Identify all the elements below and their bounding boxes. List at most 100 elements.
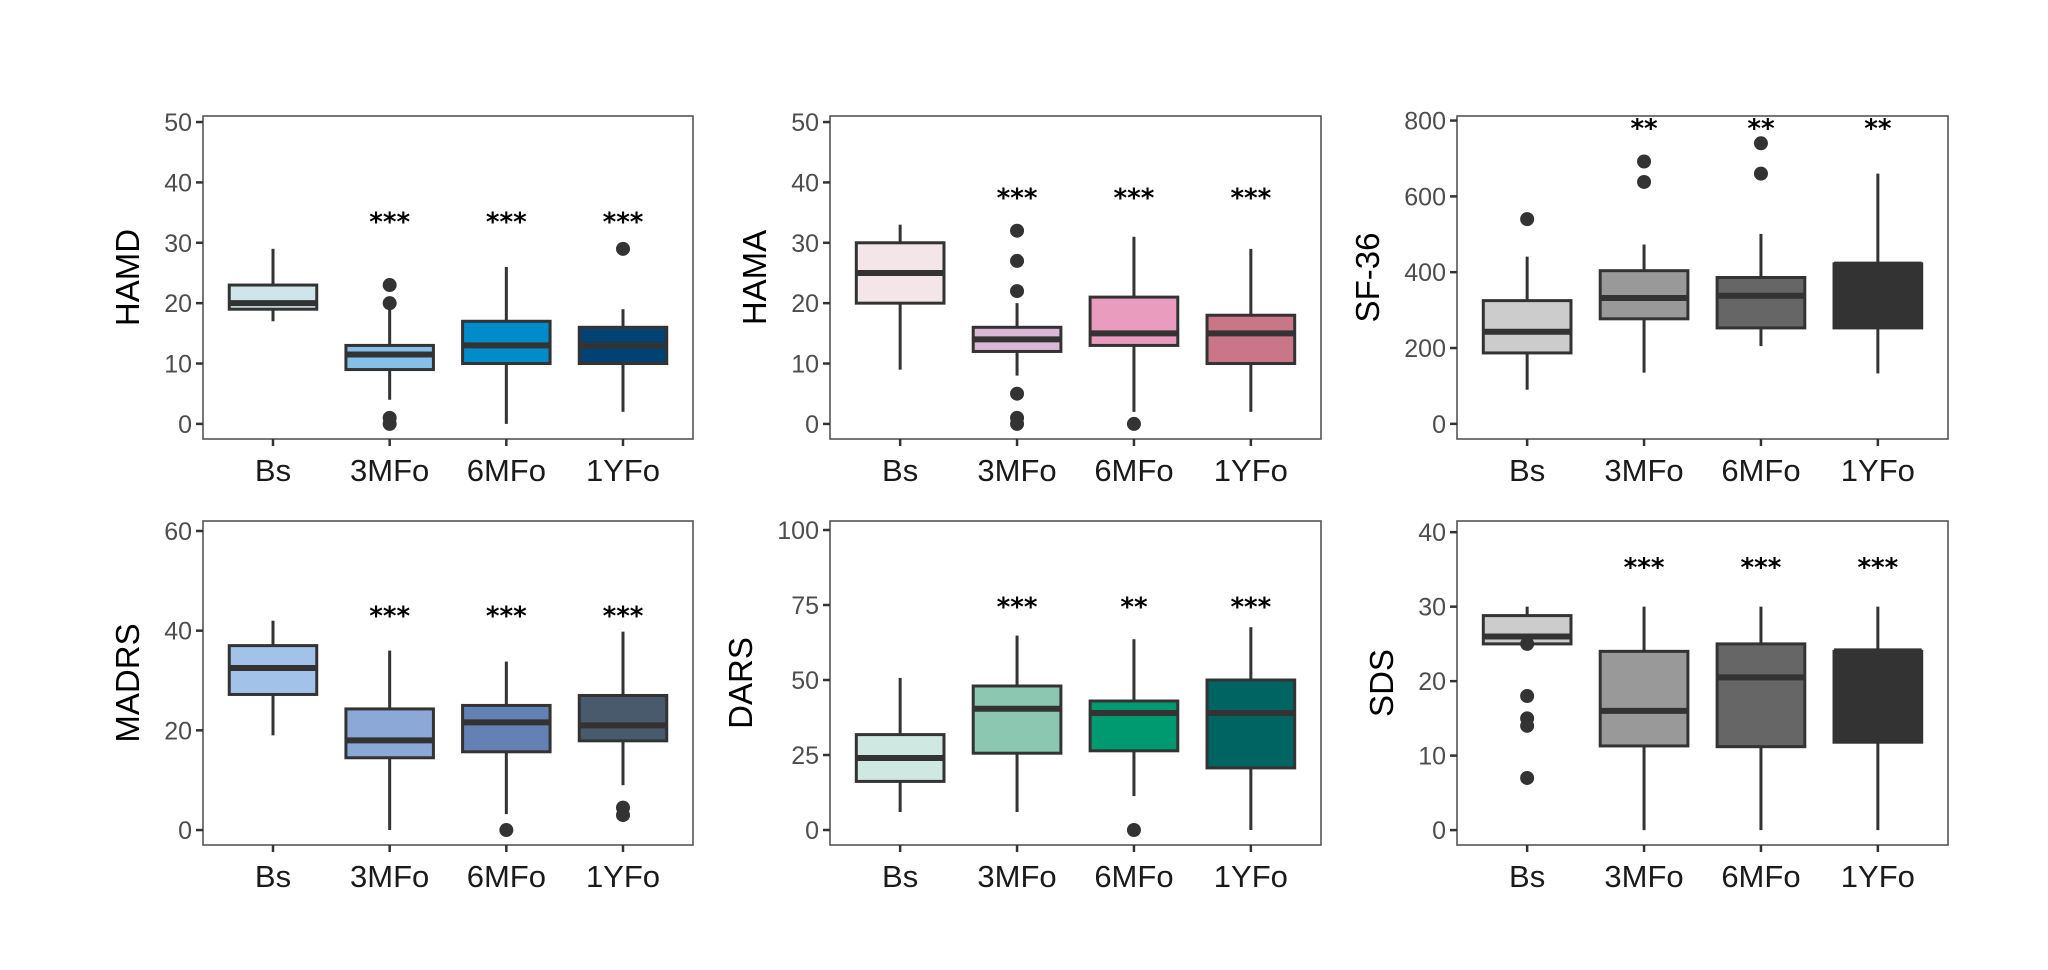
box-bs — [1481, 606, 1573, 785]
panel-madrs: 0 20 40 60 MADRS Bs 3MFo 6MFo 1YFo *** *** *** — [109, 518, 694, 894]
iqr-box — [1205, 678, 1297, 770]
x-tick-label: 6MFo — [1094, 453, 1173, 488]
significance-label: *** — [1741, 553, 1782, 583]
panel-hamd: 0 10 20 30 40 50 HAMD Bs 3MFo 6MFo 1YFo *** *** *** — [109, 109, 694, 488]
box-1yfo: *** — [1205, 183, 1297, 412]
box-3mfo: *** — [344, 602, 435, 831]
outlier-point — [1010, 223, 1025, 238]
iqr-box — [1598, 649, 1690, 748]
x-tick-label: 3MFo — [350, 453, 429, 488]
significance-label: *** — [486, 208, 527, 238]
outlier-point — [382, 278, 397, 293]
y-tick-label: 800 — [1404, 108, 1446, 136]
outlier-point — [1126, 823, 1141, 837]
y-axis-title: HAMA — [736, 230, 773, 325]
panel-border — [202, 115, 694, 440]
x-tick-label: 3MFo — [1604, 453, 1683, 488]
outlier-point — [1126, 416, 1141, 431]
y-tick-label: 10 — [164, 351, 192, 379]
x-tick-label: 6MFo — [1721, 859, 1800, 894]
outlier-point — [1010, 253, 1025, 268]
significance-label: *** — [369, 602, 410, 632]
significance-label: *** — [1230, 593, 1271, 623]
y-tick-label: 50 — [164, 109, 192, 137]
x-tick-label: 1YFo — [586, 453, 660, 488]
x-tick-label: 6MFo — [467, 859, 546, 894]
iqr-box — [1715, 276, 1807, 330]
x-tick-label: 6MFo — [467, 453, 546, 488]
x-tick-label: 6MFo — [1094, 859, 1173, 894]
y-tick-label: 600 — [1404, 183, 1446, 211]
x-tick-label: 3MFo — [977, 859, 1056, 894]
outlier-point — [1010, 416, 1025, 431]
outlier-point — [1637, 154, 1652, 169]
y-tick-label: 30 — [791, 230, 819, 258]
y-tick-label: 30 — [1418, 594, 1446, 622]
x-tick-label: 1YFo — [1214, 859, 1288, 894]
x-tick-label: Bs — [882, 859, 918, 894]
x-tick-label: 1YFo — [1841, 859, 1915, 894]
iqr-box — [1598, 269, 1690, 321]
iqr-box — [971, 684, 1063, 755]
box-bs — [1481, 212, 1573, 390]
outlier-point — [1753, 166, 1768, 181]
y-tick-label: 75 — [791, 592, 819, 620]
box-1yfo: *** — [1205, 593, 1297, 830]
panel-sf-36: 0 200 400 600 800 SF-36 Bs 3MFo 6MFo 1YFo ** ** ** — [1349, 108, 1949, 488]
y-tick-label: 50 — [791, 667, 819, 695]
iqr-box — [344, 343, 435, 372]
outlier-point — [499, 823, 514, 838]
significance-label: ** — [1747, 114, 1775, 144]
y-tick-label: 10 — [791, 351, 819, 379]
box-1yfo: *** — [577, 208, 669, 412]
significance-label: *** — [997, 593, 1038, 623]
outlier-point — [1520, 770, 1535, 785]
box-3mfo: *** — [1598, 553, 1690, 831]
iqr-box — [344, 707, 435, 760]
significance-label: *** — [603, 208, 644, 238]
y-tick-label: 30 — [164, 230, 192, 258]
y-tick-label: 0 — [178, 411, 192, 439]
x-tick-label: Bs — [1509, 453, 1545, 488]
iqr-box — [461, 703, 552, 754]
box-6mfo: ** — [1088, 593, 1180, 837]
box-6mfo: *** — [1088, 183, 1180, 431]
box-1yfo: *** — [1832, 553, 1924, 831]
x-tick-label: 1YFo — [586, 859, 660, 894]
box-bs — [227, 620, 319, 736]
significance-label: ** — [1864, 114, 1892, 144]
outlier-point — [1520, 212, 1535, 227]
y-axis-title: SF-36 — [1349, 233, 1386, 323]
x-tick-label: Bs — [255, 453, 291, 488]
significance-label: ** — [1120, 593, 1148, 623]
outlier-point — [1637, 174, 1652, 189]
box-6mfo: *** — [461, 208, 552, 424]
y-tick-label: 40 — [164, 169, 192, 197]
box-3mfo: ** — [1598, 114, 1690, 373]
significance-label: *** — [1114, 183, 1155, 213]
y-tick-label: 0 — [178, 817, 192, 845]
y-tick-label: 20 — [164, 717, 192, 745]
outlier-point — [1753, 136, 1768, 151]
y-tick-label: 50 — [791, 109, 819, 137]
y-tick-label: 0 — [1432, 411, 1446, 439]
outlier-point — [1520, 689, 1535, 704]
box-3mfo: *** — [971, 183, 1063, 431]
outlier-point — [382, 416, 397, 431]
outlier-point — [616, 808, 630, 823]
box-1yfo: ** — [1832, 114, 1924, 374]
significance-label: *** — [1624, 553, 1665, 583]
significance-label: *** — [369, 208, 410, 238]
box-3mfo: *** — [344, 208, 435, 431]
y-axis-title: HAMD — [109, 229, 146, 326]
x-tick-label: 1YFo — [1214, 453, 1288, 488]
iqr-box — [1205, 313, 1297, 366]
box-3mfo: *** — [971, 593, 1063, 812]
outlier-point — [1520, 636, 1535, 651]
y-tick-label: 20 — [164, 290, 192, 318]
outlier-point — [382, 296, 397, 311]
iqr-box — [577, 693, 669, 743]
y-tick-label: 0 — [1432, 817, 1446, 845]
